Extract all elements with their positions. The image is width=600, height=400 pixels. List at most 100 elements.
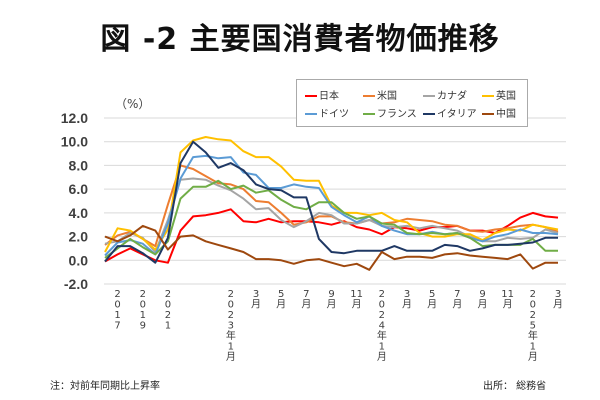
- svg-text:月: 月: [503, 299, 513, 311]
- legend-item: カナダ: [423, 87, 467, 102]
- series-line-フランス: [104, 179, 558, 259]
- footnote: 注：対前年同期比上昇率: [50, 381, 160, 392]
- svg-text:2: 2: [379, 310, 385, 321]
- svg-text:7: 7: [303, 289, 309, 300]
- y-tick-label: 4.0: [69, 205, 89, 221]
- svg-text:9: 9: [328, 289, 334, 300]
- svg-text:3: 3: [253, 289, 259, 300]
- x-axis-ticks: 2017201920212023年1月3月5月7月9月11月2024年1月3月5…: [114, 289, 563, 363]
- y-axis-ticks: 12.0 10.0 8.0 6.0 4.0 2.0 0.0 -2.0: [61, 110, 88, 292]
- svg-text:5: 5: [278, 289, 284, 300]
- svg-text:0: 0: [165, 300, 171, 311]
- series-line-ドイツ: [104, 154, 559, 257]
- legend-swatch: [363, 113, 375, 115]
- series-lines: [104, 136, 559, 271]
- svg-text:1: 1: [165, 321, 171, 332]
- legend-item: ドイツ: [305, 105, 349, 120]
- svg-text:月: 月: [478, 299, 488, 311]
- svg-text:2: 2: [165, 289, 171, 300]
- svg-text:0: 0: [228, 300, 234, 311]
- x-tick-label: 11月: [501, 289, 514, 311]
- legend-label: 米国: [377, 91, 397, 102]
- svg-text:3: 3: [404, 289, 410, 300]
- svg-text:月: 月: [327, 299, 337, 311]
- svg-text:1: 1: [379, 342, 385, 353]
- svg-text:1: 1: [140, 310, 146, 321]
- svg-text:9: 9: [479, 289, 485, 300]
- x-tick-label: 9月: [478, 289, 488, 311]
- svg-text:11: 11: [501, 289, 514, 300]
- y-tick-label: 6.0: [69, 181, 89, 197]
- svg-text:月: 月: [226, 351, 236, 363]
- svg-text:月: 月: [251, 299, 261, 311]
- legend-swatch: [482, 113, 494, 115]
- svg-text:0: 0: [140, 300, 146, 311]
- x-tick-label: 5月: [427, 289, 437, 311]
- legend-item: 中国: [482, 105, 516, 120]
- y-tick-label: 2.0: [69, 229, 89, 245]
- svg-text:2: 2: [165, 310, 171, 321]
- series-line-英国: [104, 136, 559, 253]
- svg-text:年: 年: [377, 329, 387, 342]
- svg-text:5: 5: [429, 289, 435, 300]
- legend-label: ドイツ: [319, 109, 349, 120]
- legend-swatch: [423, 113, 435, 115]
- legend-label: 中国: [496, 109, 516, 120]
- svg-text:月: 月: [352, 299, 362, 311]
- source-credit: 出所： 総務省: [483, 381, 547, 392]
- legend-swatch: [363, 95, 375, 97]
- svg-text:月: 月: [301, 299, 311, 311]
- series-line-中国: [104, 224, 558, 271]
- x-tick-label: 11月: [350, 289, 363, 311]
- svg-text:1: 1: [530, 342, 536, 353]
- legend-swatch: [423, 95, 435, 97]
- svg-text:2: 2: [228, 310, 234, 321]
- legend: 日本 米国 カナダ 英国ドイツ フランス イタリア 中国: [296, 79, 528, 127]
- x-tick-label: 3月: [553, 289, 563, 311]
- y-tick-label: 10.0: [61, 134, 88, 150]
- x-tick-label: 7月: [301, 289, 311, 311]
- svg-text:5: 5: [530, 321, 536, 332]
- svg-text:2: 2: [379, 289, 385, 300]
- legend-item: 米国: [363, 87, 397, 102]
- y-tick-label: 8.0: [69, 157, 89, 173]
- svg-text:0: 0: [114, 300, 120, 311]
- svg-text:月: 月: [427, 299, 437, 311]
- y-tick-label: 0.0: [69, 252, 89, 268]
- svg-text:月: 月: [377, 351, 387, 363]
- y-tick-label: 12.0: [61, 110, 88, 126]
- legend-label: フランス: [377, 109, 417, 120]
- svg-text:月: 月: [402, 299, 412, 311]
- y-axis-unit-label: （%）: [115, 97, 151, 111]
- legend-swatch: [305, 95, 317, 97]
- x-tick-label: 3月: [251, 289, 261, 311]
- svg-text:月: 月: [276, 299, 286, 311]
- svg-text:7: 7: [454, 289, 460, 300]
- legend-label: 日本: [319, 91, 339, 102]
- svg-text:月: 月: [452, 299, 462, 311]
- svg-text:月: 月: [528, 351, 538, 363]
- x-tick-label: 9月: [327, 289, 337, 311]
- x-tick-label: 5月: [276, 289, 286, 311]
- svg-text:1: 1: [228, 342, 234, 353]
- svg-text:月: 月: [553, 299, 563, 311]
- svg-text:3: 3: [228, 321, 234, 332]
- svg-text:1: 1: [114, 310, 120, 321]
- x-tick-label: 3月: [402, 289, 412, 311]
- svg-text:2: 2: [140, 289, 146, 300]
- svg-text:2: 2: [114, 289, 120, 300]
- legend-swatch: [305, 113, 317, 115]
- chart-title: 図 -2 主要国消費者物価推移: [100, 22, 500, 57]
- legend-label: イタリア: [437, 109, 477, 120]
- legend-label: 英国: [496, 91, 516, 102]
- legend-swatch: [482, 95, 494, 97]
- svg-text:2: 2: [228, 289, 234, 300]
- legend-item: 日本: [305, 87, 339, 102]
- svg-text:2: 2: [530, 289, 536, 300]
- svg-text:年: 年: [528, 329, 538, 342]
- x-tick-label: 7月: [452, 289, 462, 311]
